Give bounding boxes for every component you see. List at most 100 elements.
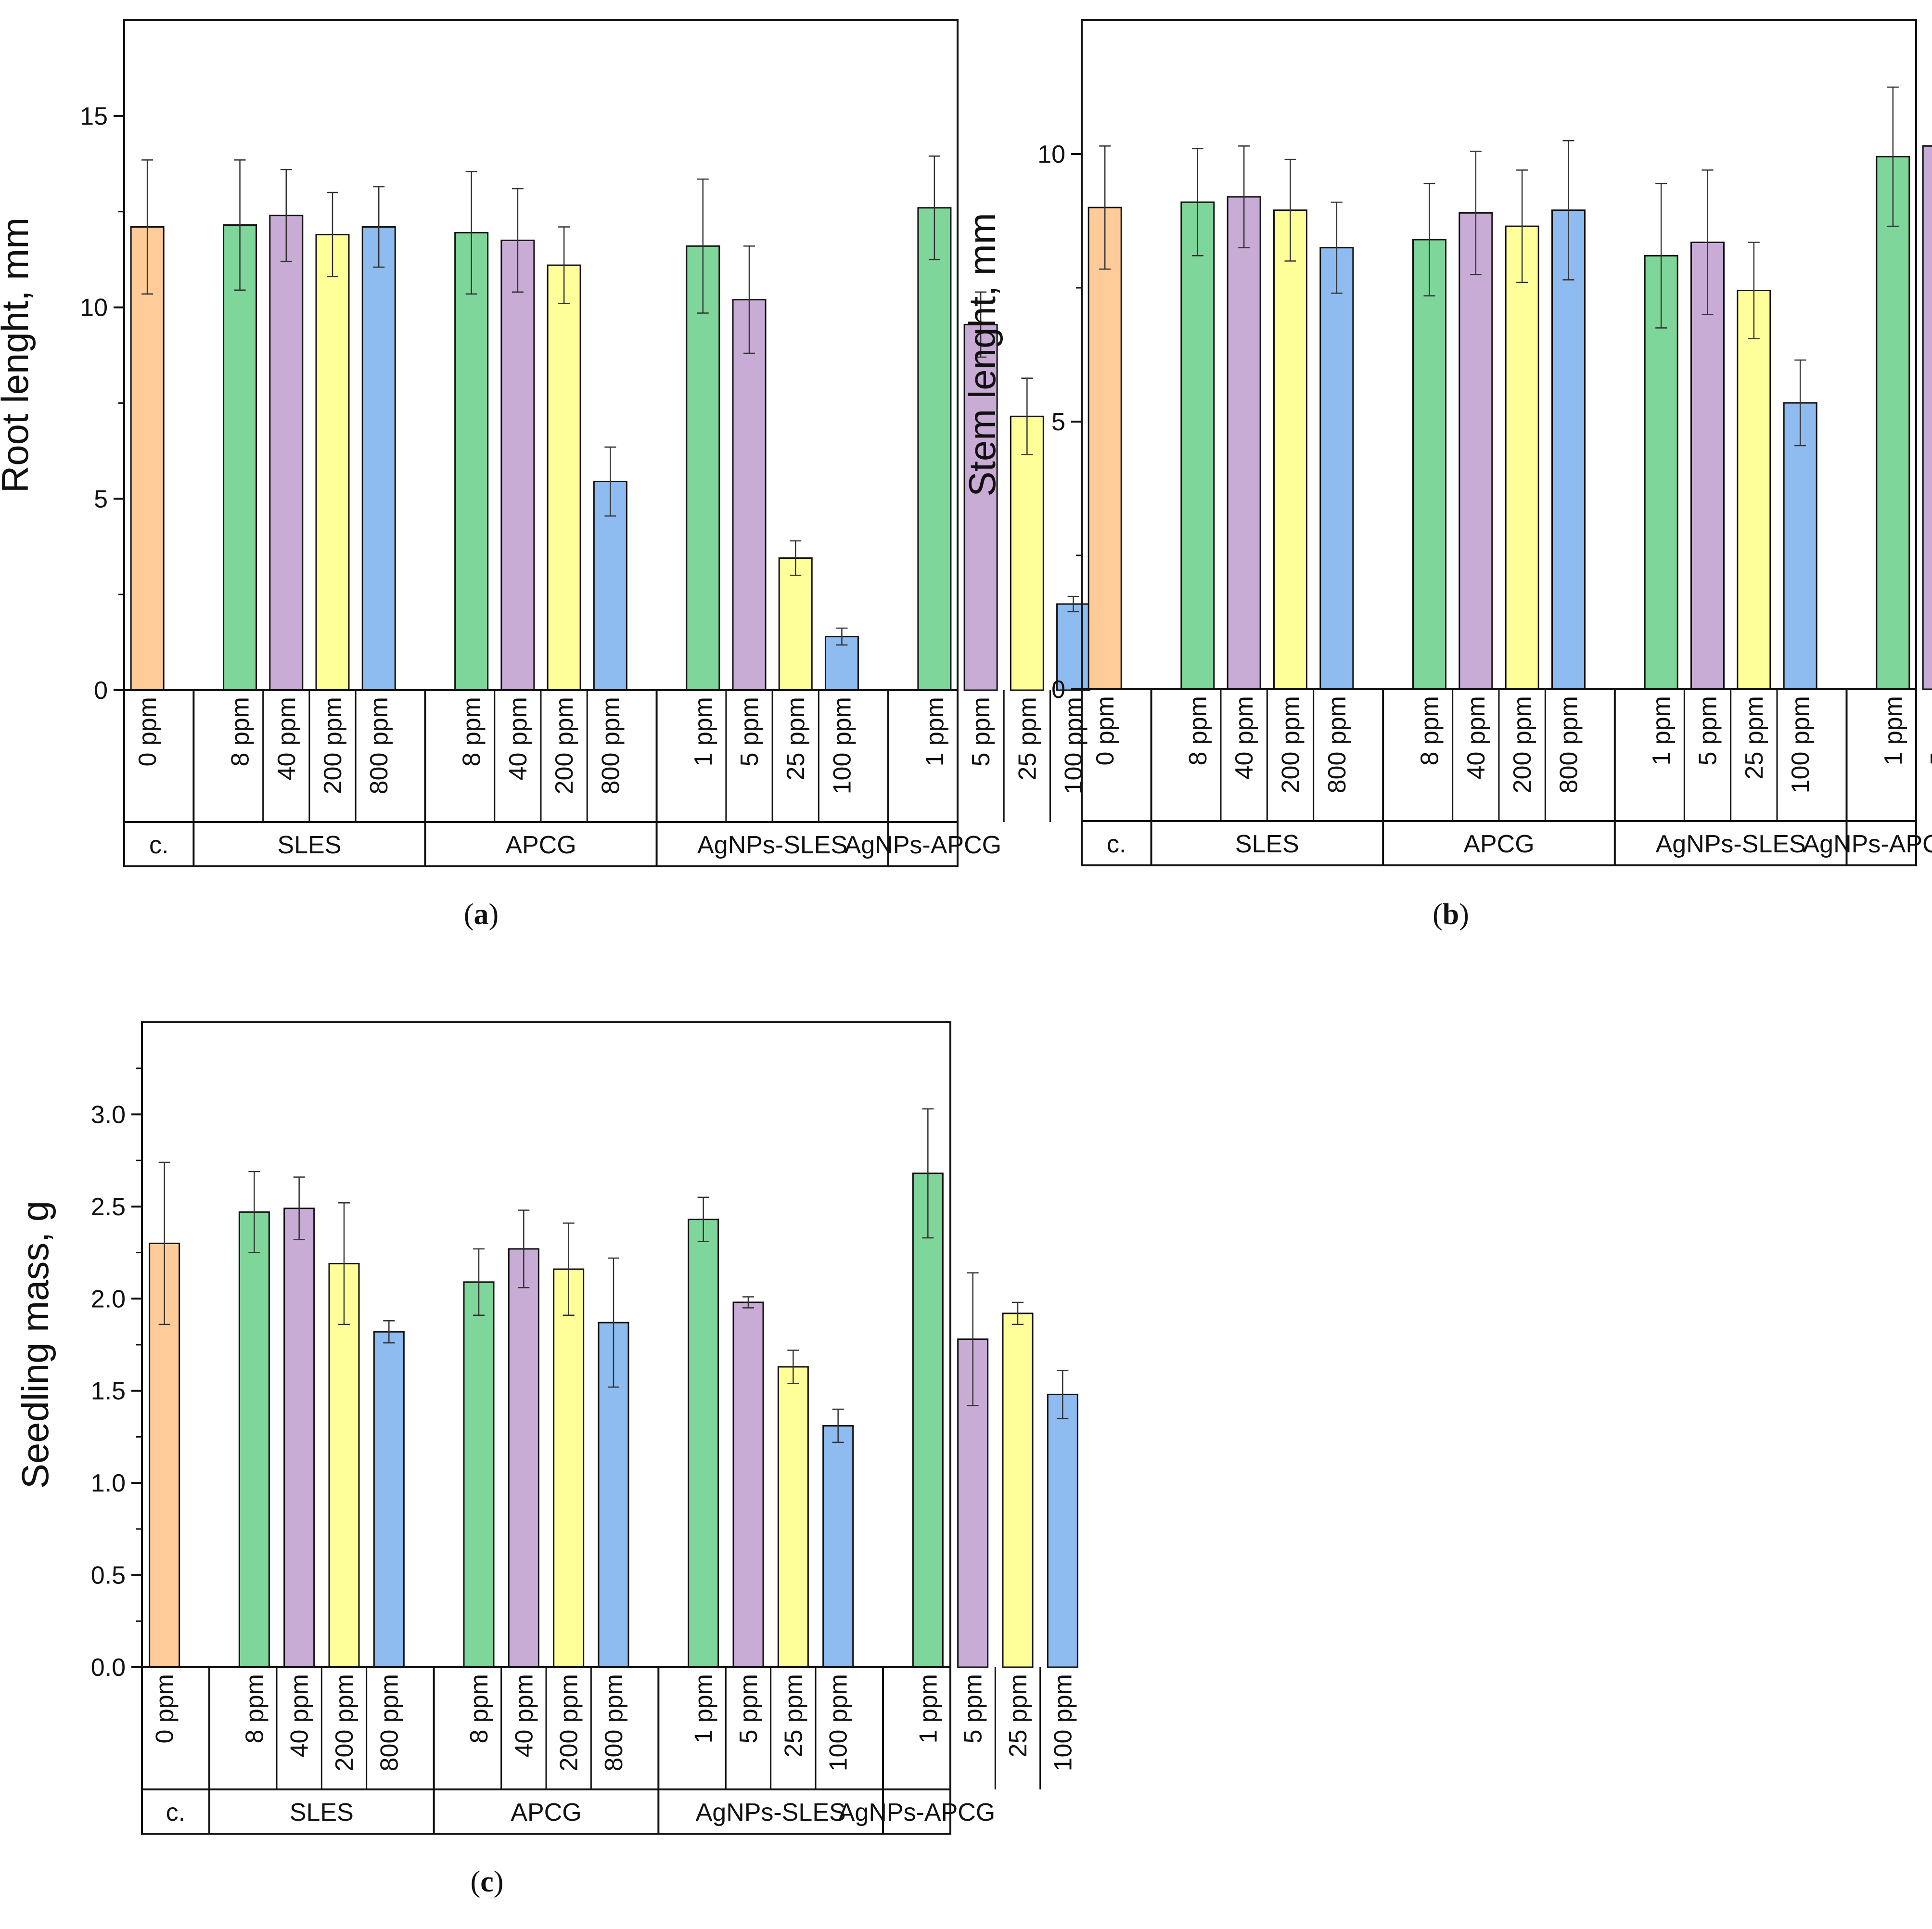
- bar-agnps-apcg-1ppm: [917, 207, 952, 691]
- y-tick-label: 5: [1051, 408, 1065, 436]
- bar-concentration-label: 200 ppm: [1277, 696, 1305, 793]
- bar-concentration-label: 40 ppm: [1230, 696, 1258, 779]
- y-tick-label: 0: [94, 677, 108, 705]
- bar-concentration-label: 8 ppm: [241, 1674, 269, 1744]
- group-label: AgNPs-SLES: [696, 1799, 846, 1826]
- bar-c.-0ppm: [130, 226, 165, 691]
- bar-sles-40ppm: [1227, 196, 1261, 690]
- bar-apcg-40ppm: [500, 239, 535, 691]
- bar-concentration-label: 5 ppm: [736, 697, 764, 767]
- bar-concentration-label: 1 ppm: [1880, 696, 1907, 766]
- bar-agnps-sles-25ppm: [777, 1366, 809, 1668]
- y-tick-label: 5: [94, 485, 108, 513]
- bar-agnps-apcg-25ppm: [1002, 1312, 1034, 1668]
- bar-concentration-label: 100 ppm: [1787, 696, 1815, 793]
- bar-concentration-label: 100 ppm: [1060, 697, 1088, 794]
- bar-concentration-label: 40 ppm: [286, 1674, 314, 1757]
- bar-concentration-label: 0 ppm: [134, 697, 162, 767]
- bar-sles-800ppm: [373, 1331, 405, 1668]
- bar-concentration-label: 200 ppm: [331, 1674, 358, 1771]
- bar-agnps-sles-1ppm: [688, 1219, 719, 1668]
- bar-concentration-label: 800 ppm: [1323, 696, 1351, 793]
- bar-concentration-label: 8 ppm: [1184, 696, 1212, 766]
- group-label: SLES: [1235, 830, 1299, 858]
- bar-concentration-label: 8 ppm: [465, 1674, 493, 1744]
- bar-concentration-label: 25 ppm: [1740, 696, 1768, 779]
- y-axis-label: Root lenght, mm: [0, 218, 36, 493]
- group-label: AgNPs-SLES: [697, 831, 847, 859]
- bar-agnps-apcg-25ppm: [1010, 415, 1044, 691]
- group-label: SLES: [290, 1799, 354, 1826]
- y-tick-label: 1.5: [91, 1377, 126, 1405]
- panel-caption: (c): [471, 1865, 504, 1898]
- bar-apcg-8ppm: [454, 231, 489, 691]
- group-label: AgNPs-SLES: [1656, 830, 1806, 858]
- bar-concentration-label: 8 ppm: [227, 697, 255, 767]
- bar-concentration-label: 40 ppm: [504, 697, 532, 780]
- caption-open: (: [1433, 898, 1443, 931]
- bar-apcg-8ppm: [463, 1281, 495, 1668]
- y-tick-label: 15: [80, 103, 108, 130]
- bar-apcg-8ppm: [1412, 239, 1446, 690]
- group-label: c.: [149, 831, 168, 859]
- bar-apcg-800ppm: [1551, 209, 1586, 690]
- bar-agnps-apcg-1ppm: [912, 1172, 944, 1668]
- chart-panel-b: 0 5 10 Stem lenght, mm c. SLES APCG AgNPs-SLESA…: [961, 19, 1932, 931]
- bar-apcg-200ppm: [547, 264, 581, 691]
- y-tick-label: 0.0: [91, 1654, 126, 1682]
- bar-concentration-label: 1 ppm: [914, 1674, 942, 1744]
- bar-concentration-label: 0 ppm: [1091, 696, 1119, 766]
- caption-letter: c: [480, 1865, 494, 1898]
- bar-concentration-label: 800 ppm: [375, 1674, 403, 1771]
- caption-close: ): [489, 898, 499, 931]
- group-label: APCG: [511, 1799, 581, 1826]
- bar-concentration-label: 100 ppm: [825, 1674, 853, 1771]
- bar-concentration-label: 8 ppm: [458, 697, 486, 767]
- bar-concentration-label: 5 ppm: [967, 697, 995, 767]
- bar-apcg-40ppm: [508, 1248, 539, 1668]
- bar-agnps-sles-5ppm: [732, 299, 767, 691]
- group-label: c.: [1107, 830, 1126, 858]
- bar-agnps-sles-5ppm: [732, 1301, 764, 1668]
- y-tick-label: 0: [1051, 676, 1065, 704]
- y-tick-label: 10: [1037, 141, 1065, 168]
- bar-concentration-label: 1 ppm: [1648, 696, 1676, 766]
- y-tick-label: 10: [80, 294, 108, 322]
- bar-sles-800ppm: [1319, 247, 1354, 690]
- group-label: APCG: [505, 831, 576, 859]
- bar-apcg-40ppm: [1459, 212, 1493, 690]
- bar-concentration-label: 100 ppm: [828, 697, 856, 794]
- caption-close: ): [1459, 898, 1469, 931]
- y-tick-label: 2.0: [91, 1285, 126, 1313]
- chart-panel-a: 0 5 10 15 Root lenght, mm c. SLES APCG AgNPs-SLE…: [0, 19, 1091, 931]
- bar-concentration-label: 5 ppm: [1694, 696, 1722, 766]
- chart-panel-c: 0.0 0.5 1.0 1.5 2.0 2.5 3.0 Seedling mass, g c. S…: [14, 1021, 1078, 1898]
- bar-concentration-label: 25 ppm: [780, 1674, 807, 1757]
- bar-sles-200ppm: [315, 233, 350, 691]
- bar-concentration-label: 200 ppm: [319, 697, 347, 794]
- bar-concentration-label: 40 ppm: [273, 697, 301, 780]
- bar-concentration-label: 200 ppm: [550, 697, 578, 794]
- bar-concentration-label: 200 ppm: [555, 1674, 583, 1771]
- caption-open: (: [464, 898, 474, 931]
- bar-agnps-sles-25ppm: [778, 557, 813, 691]
- y-axis-label: Stem lenght, mm: [961, 213, 1003, 497]
- bar-concentration-label: 1 ppm: [690, 697, 717, 767]
- group-label: SLES: [277, 831, 341, 859]
- bar-concentration-label: 25 ppm: [782, 697, 810, 780]
- bar-sles-8ppm: [1180, 201, 1215, 690]
- bar-concentration-label: 1 ppm: [921, 697, 949, 767]
- y-axis-label: Seedling mass, g: [14, 1201, 56, 1489]
- bar-sles-40ppm: [283, 1208, 315, 1668]
- panel-caption: (a): [464, 898, 499, 931]
- bar-agnps-apcg-100ppm: [1047, 1393, 1078, 1668]
- bar-agnps-apcg-5ppm: [963, 323, 998, 691]
- y-tick-label: 1.0: [91, 1469, 126, 1497]
- caption-open: (: [471, 1865, 481, 1898]
- caption-close: ): [494, 1865, 504, 1898]
- bar-concentration-label: 100 ppm: [1049, 1674, 1077, 1771]
- bar-c.-0ppm: [1088, 206, 1122, 690]
- bar-concentration-label: 40 ppm: [1462, 696, 1490, 779]
- group-label: c.: [166, 1799, 185, 1826]
- group-label: AgNPs-APCG: [838, 1799, 996, 1826]
